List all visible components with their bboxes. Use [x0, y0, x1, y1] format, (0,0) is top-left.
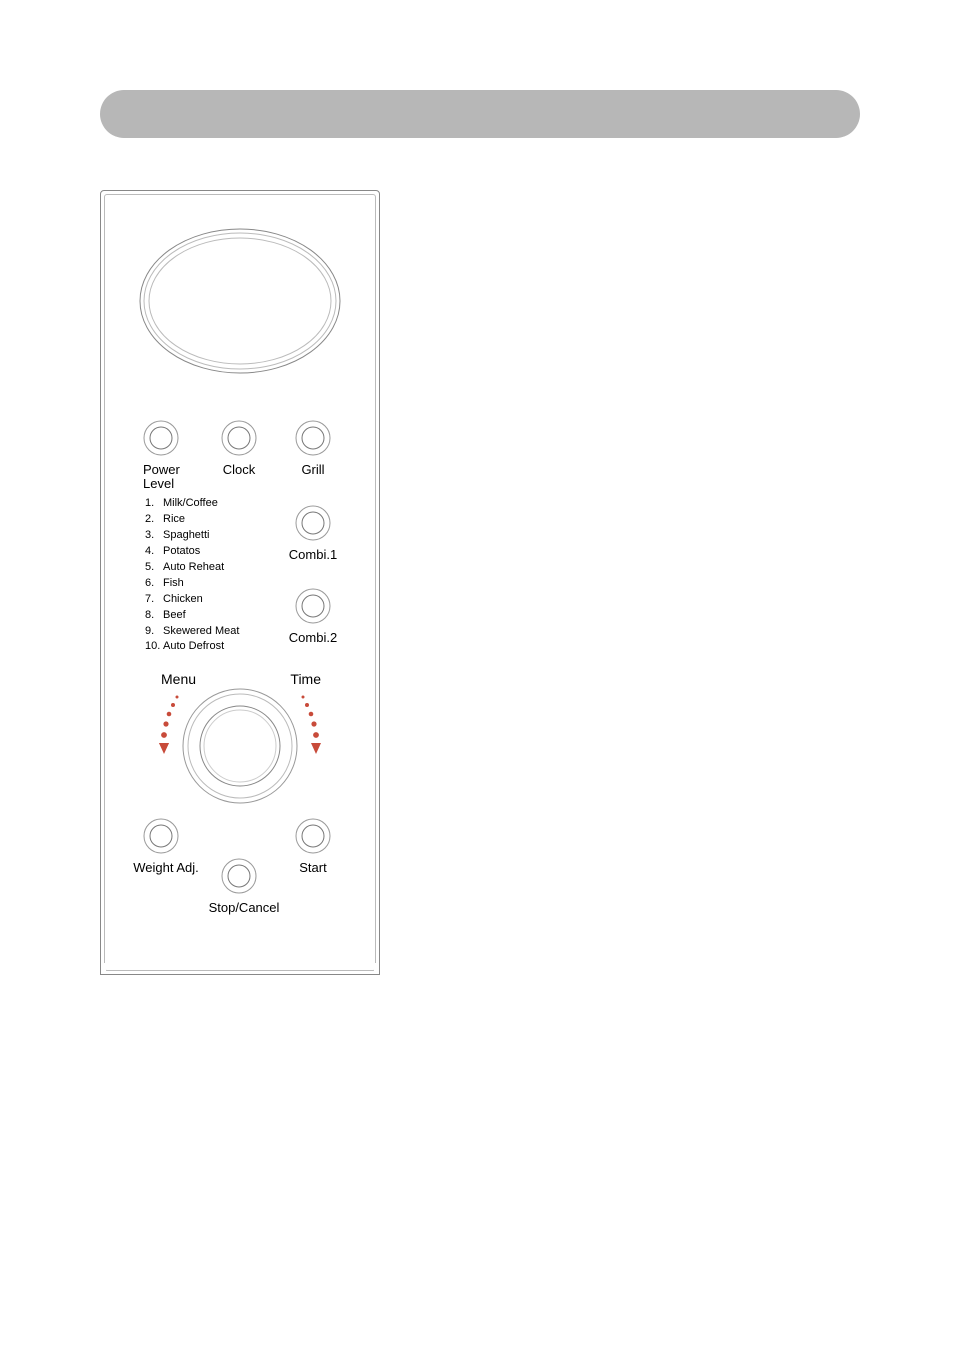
menu-item: 8.Beef [145, 608, 239, 624]
start-button[interactable] [295, 818, 331, 854]
menu-item: 1.Milk/Coffee [145, 496, 239, 512]
menu-item: 6.Fish [145, 576, 239, 592]
combi2-label: Combi.2 [273, 631, 353, 645]
power-level-label: Power Level [121, 463, 201, 492]
auto-menu-list: 1.Milk/Coffee2.Rice3.Spaghetti4.Potatos5… [145, 496, 239, 655]
stop-cancel-label: Stop/Cancel [199, 901, 289, 915]
power-level-button[interactable] [143, 420, 179, 456]
display-window [135, 221, 345, 381]
weight-adj-label: Weight Adj. [121, 861, 211, 875]
combi1-button[interactable] [295, 505, 331, 541]
control-panel: Power Level Clock Grill Combi.1 Combi.2 … [100, 190, 380, 975]
panel-notch-right [374, 963, 380, 975]
menu-item: 2.Rice [145, 512, 239, 528]
stop-cancel-button[interactable] [221, 858, 257, 894]
menu-time-dial[interactable] [180, 686, 300, 806]
grill-label: Grill [273, 463, 353, 477]
dial-menu-label: Menu [161, 671, 196, 687]
grill-button[interactable] [295, 420, 331, 456]
start-label: Start [273, 861, 353, 875]
menu-item: 9.Skewered Meat [145, 624, 239, 640]
clock-label: Clock [199, 463, 279, 477]
clock-button[interactable] [221, 420, 257, 456]
menu-item: 5.Auto Reheat [145, 560, 239, 576]
menu-item: 4.Potatos [145, 544, 239, 560]
header-bar [100, 90, 860, 138]
dial-time-label: Time [290, 671, 321, 687]
weight-adj-button[interactable] [143, 818, 179, 854]
time-indicator-dots [295, 691, 325, 761]
combi2-button[interactable] [295, 588, 331, 624]
menu-item: 7.Chicken [145, 592, 239, 608]
menu-item: 10.Auto Defrost [145, 639, 239, 655]
menu-item: 3.Spaghetti [145, 528, 239, 544]
combi1-label: Combi.1 [273, 548, 353, 562]
panel-notch-left [100, 963, 106, 975]
menu-indicator-dots [155, 691, 185, 761]
